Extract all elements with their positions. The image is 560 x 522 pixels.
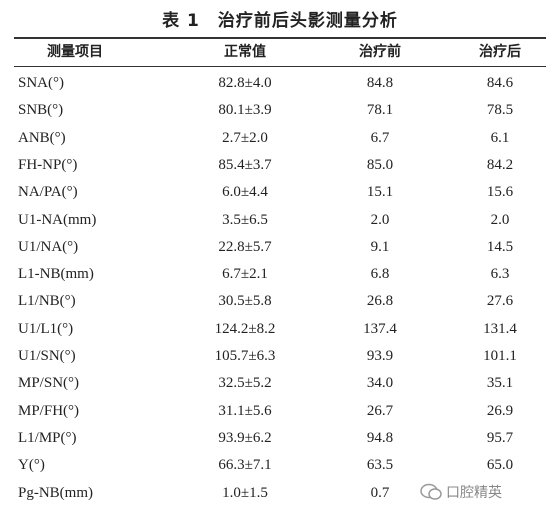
- data-cell: 2.0: [490, 211, 510, 228]
- data-cell: 65.0: [486, 457, 514, 474]
- row-label: NA/PA(°): [18, 184, 78, 201]
- data-cell: 93.9: [366, 348, 394, 364]
- data-cell: 14.5: [486, 238, 514, 255]
- row-label: MP/SN(°): [18, 375, 80, 392]
- data-cell: 22.8±5.7: [218, 238, 272, 255]
- row-label: SNA(°): [18, 75, 64, 91]
- data-cell: 85.4±3.7: [218, 156, 272, 173]
- data-cell: 2.7±2.0: [222, 129, 268, 146]
- data-cell: 26.9: [486, 402, 514, 419]
- data-cell: 6.7±2.1: [222, 266, 268, 283]
- data-cell: 105.7±6.3: [214, 348, 276, 364]
- row-label: Y(°): [18, 457, 45, 474]
- row-label: SNB(°): [18, 102, 64, 119]
- row-label: U1/NA(°): [18, 238, 79, 255]
- data-cell: 26.8: [366, 293, 394, 310]
- data-cell: 15.6: [486, 184, 514, 201]
- header-rule: [14, 66, 546, 67]
- table-title: 表 1 治疗前后头影测量分析: [162, 11, 398, 31]
- row-label: MP/FH(°): [18, 402, 80, 419]
- row-label: U1-NA(mm): [18, 211, 97, 228]
- data-cell: 1.0±1.5: [222, 484, 268, 501]
- data-cell: 6.1: [490, 129, 510, 146]
- row-label: L1/NB(°): [18, 293, 76, 310]
- data-cell: 2.0: [370, 211, 390, 228]
- data-cell: 3.5±6.5: [222, 211, 268, 228]
- data-cell: 6.3: [490, 266, 510, 283]
- data-cell: 6.8: [370, 266, 390, 283]
- data-cell: 31.1±5.6: [218, 402, 272, 419]
- header-cell: 正常值: [224, 44, 266, 60]
- data-cell: 26.7: [366, 402, 394, 419]
- data-cell: 78.5: [486, 102, 514, 119]
- data-cell: 84.6: [486, 75, 514, 91]
- watermark-icon: [420, 483, 442, 500]
- watermark-text: 口腔精英: [446, 485, 502, 501]
- row-label: U1/L1(°): [18, 320, 74, 337]
- data-cell: 63.5: [366, 457, 394, 474]
- data-cell: 84.2: [486, 156, 514, 173]
- row-label: ANB(°): [18, 129, 66, 146]
- row-label: U1/SN(°): [18, 348, 76, 364]
- data-cell: 78.1: [366, 102, 394, 119]
- data-cell: 30.5±5.8: [218, 293, 272, 310]
- data-cell: 80.1±3.9: [218, 102, 272, 119]
- data-cell: 101.1: [483, 348, 517, 364]
- data-cell: 93.9±6.2: [218, 429, 272, 446]
- row-label: Pg-NB(mm): [18, 484, 93, 501]
- row-label: L1/MP(°): [18, 429, 77, 446]
- data-cell: 82.8±4.0: [218, 75, 272, 91]
- data-cell: 27.6: [486, 293, 514, 310]
- data-cell: 95.7: [486, 429, 514, 446]
- watermark: 口腔精英: [420, 482, 502, 502]
- data-cell: 35.1: [486, 375, 514, 392]
- row-label: FH-NP(°): [18, 156, 78, 173]
- data-cell: 137.4: [363, 320, 397, 337]
- header-cell: 治疗前: [359, 44, 401, 60]
- data-cell: 9.1: [370, 238, 390, 255]
- top-rule: [14, 37, 546, 39]
- data-cell: 34.0: [366, 375, 394, 392]
- header-cell: 测量项目: [47, 44, 103, 60]
- header-cell: 治疗后: [479, 44, 521, 60]
- data-cell: 85.0: [366, 156, 394, 173]
- row-label: L1-NB(mm): [18, 266, 94, 283]
- data-cell: 94.8: [366, 429, 394, 446]
- data-cell: 32.5±5.2: [218, 375, 272, 392]
- data-cell: 84.8: [366, 75, 394, 91]
- data-cell: 15.1: [366, 184, 394, 201]
- data-cell: 124.2±8.2: [214, 320, 276, 337]
- data-cell: 66.3±7.1: [218, 457, 272, 474]
- data-cell: 0.7: [370, 484, 390, 501]
- data-cell: 6.7: [370, 129, 390, 146]
- data-cell: 131.4: [483, 320, 517, 337]
- data-cell: 6.0±4.4: [222, 184, 268, 201]
